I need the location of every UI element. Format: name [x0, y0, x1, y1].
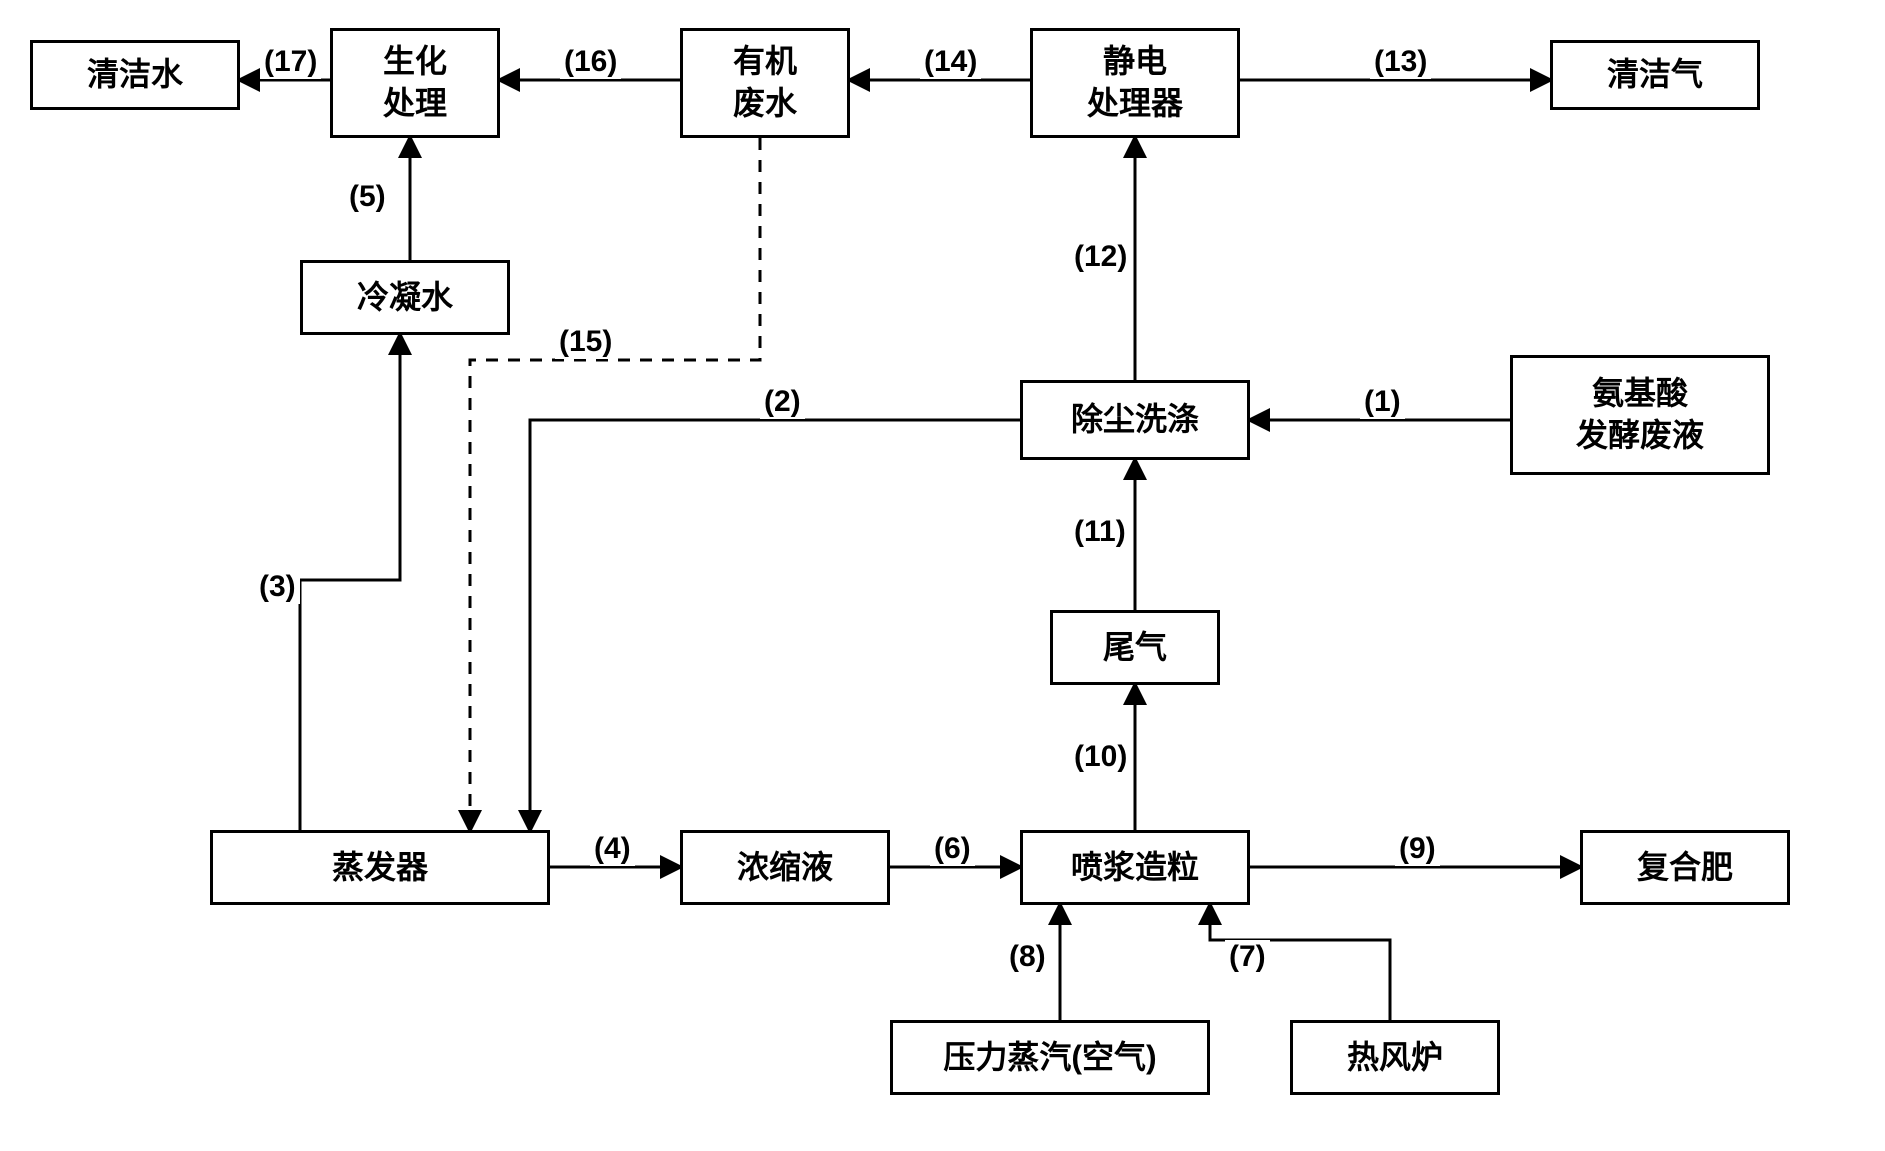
- edge-label-7: (7): [1225, 940, 1270, 974]
- node-concentrate: 浓缩液: [680, 830, 890, 905]
- node-organic_ww: 有机 废水: [680, 28, 850, 138]
- node-spray_granu: 喷浆造粒: [1020, 830, 1250, 905]
- node-condensate: 冷凝水: [300, 260, 510, 335]
- edge-label-12: (12): [1070, 240, 1131, 274]
- edge-15: [470, 138, 760, 830]
- edge-label-11: (11): [1070, 515, 1130, 549]
- node-clean_water: 清洁水: [30, 40, 240, 110]
- node-press_steam: 压力蒸汽(空气): [890, 1020, 1210, 1095]
- node-amino_waste: 氨基酸 发酵废液: [1510, 355, 1770, 475]
- edge-label-3: (3): [255, 570, 300, 604]
- edge-label-2: (2): [760, 385, 805, 419]
- edge-label-1: (1): [1360, 385, 1405, 419]
- node-tail_gas: 尾气: [1050, 610, 1220, 685]
- node-compound_fert: 复合肥: [1580, 830, 1790, 905]
- edge-label-5: (5): [345, 180, 390, 214]
- edge-3: [300, 335, 400, 830]
- edge-label-9: (9): [1395, 832, 1440, 866]
- edge-label-8: (8): [1005, 940, 1050, 974]
- edge-label-10: (10): [1070, 740, 1131, 774]
- node-hot_stove: 热风炉: [1290, 1020, 1500, 1095]
- node-dedust: 除尘洗涤: [1020, 380, 1250, 460]
- edge-label-13: (13): [1370, 45, 1431, 79]
- edge-label-16: (16): [560, 45, 621, 79]
- edge-label-4: (4): [590, 832, 635, 866]
- edge-label-17: (17): [260, 45, 321, 79]
- edge-2: [530, 420, 1020, 830]
- node-electrostatic: 静电 处理器: [1030, 28, 1240, 138]
- node-biochem: 生化 处理: [330, 28, 500, 138]
- edge-label-15: (15): [555, 325, 616, 359]
- edge-label-14: (14): [920, 45, 981, 79]
- edge-label-6: (6): [930, 832, 975, 866]
- node-evaporator: 蒸发器: [210, 830, 550, 905]
- node-clean_gas: 清洁气: [1550, 40, 1760, 110]
